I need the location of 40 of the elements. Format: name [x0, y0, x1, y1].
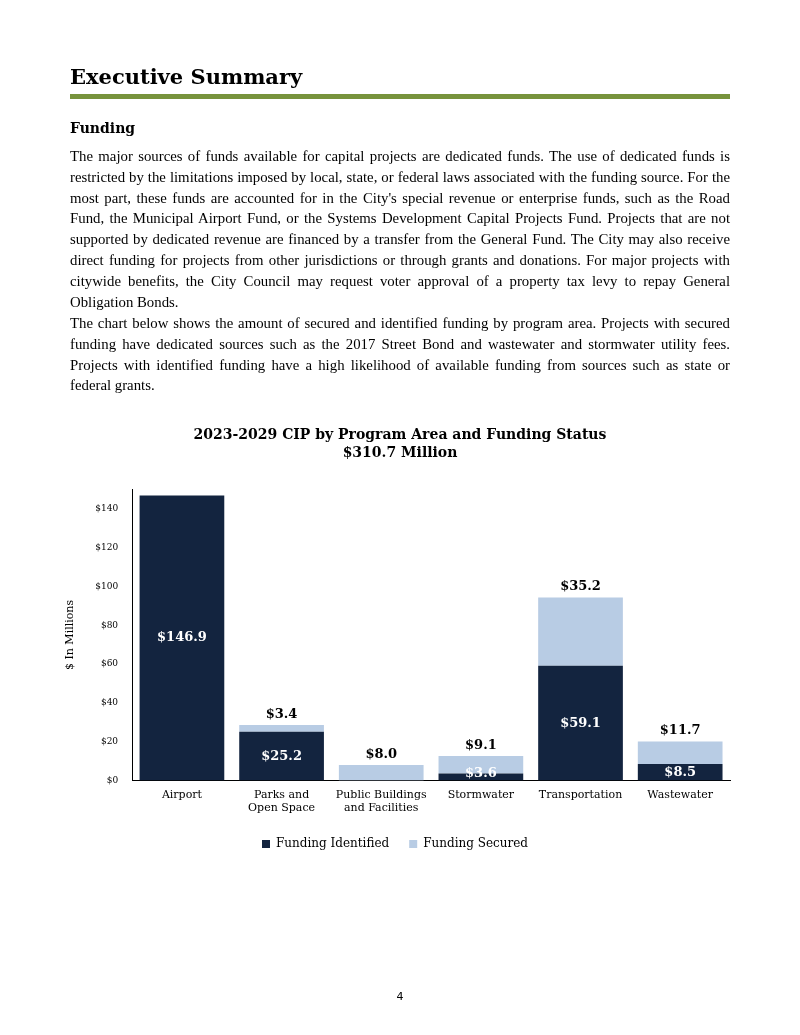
- bar: [239, 725, 324, 732]
- legend-label: Funding Secured: [423, 836, 529, 851]
- legend-label: Funding Identified: [275, 836, 390, 851]
- x-tick-label: Parks and Open Space: [248, 788, 316, 815]
- text: Funding: [70, 120, 136, 136]
- y-tick-label: $140: [95, 503, 119, 514]
- data-label: $8.0: [365, 745, 398, 761]
- data-label: $9.1: [465, 736, 497, 752]
- data-label: $8.5: [664, 763, 697, 779]
- y-tick-label: $100: [95, 580, 119, 591]
- chart-title: 2023-2029 CIP by Program Area and Funding Status: [192, 425, 608, 443]
- y-tick-label: $20: [100, 736, 119, 747]
- y-tick-label: $80: [100, 619, 119, 630]
- x-tick-label: Airport: [160, 788, 203, 802]
- data-label: $11.7: [659, 722, 701, 738]
- bar: [139, 495, 225, 781]
- x-tick-label: Stormwater: [447, 788, 515, 802]
- y-axis-title: $ In Millions: [63, 599, 77, 671]
- data-label: $25.2: [261, 747, 302, 763]
- y-tick-label: $120: [95, 541, 119, 552]
- data-label: $35.2: [560, 578, 601, 594]
- x-tick-label: Wastewater: [647, 788, 714, 802]
- text: The chart below shows the amount of secured and identified funding by program area. Projects with secured funding have dedicated sources such as the 2017 Street Bond and wastewater and stormwater utility fees. Projects with identified funding have a high likelihood of available funding from sources such as state or federal grants.: [70, 314, 730, 396]
- bar: [239, 731, 324, 781]
- y-tick-label: $40: [100, 697, 119, 708]
- text: The major sources of funds available for capital projects are dedicated funds. The use of dedicated funds is restricted by the limitations imposed by local, state, or federal laws associated with the funding source. For the most part, these funds are accounted for in the City's special revenue or enterprise funds, such as the Road Fund, the Municipal Airport Fund, or the Systems Development Capital Projects Fund. Projects that are not supported by dedicated revenue are financed by a transfer from the General Fund. The City may also receive direct funding for projects from other jurisdictions or through grants and donations. For major projects with citywide benefits, the City Council may request voter approval of a property tax levy to repay General Obligation Bonds.: [70, 147, 730, 312]
- x-tick-label: Public Buildings and Facilities: [335, 788, 427, 815]
- y-tick-label: $0: [106, 774, 119, 785]
- data-label: $3.4: [265, 705, 298, 721]
- bar: [338, 765, 424, 781]
- x-tick-label: Transportation: [538, 788, 623, 802]
- text: Executive Summary: [70, 64, 303, 89]
- chart-subtitle: $310.7 Million: [341, 443, 459, 461]
- data-label: $146.9: [157, 629, 207, 645]
- y-tick-label: $60: [100, 658, 119, 669]
- text: 4: [395, 990, 405, 1003]
- bar: [538, 665, 623, 781]
- data-label: $59.1: [560, 714, 601, 730]
- bar: [637, 741, 723, 765]
- bar: [538, 597, 623, 666]
